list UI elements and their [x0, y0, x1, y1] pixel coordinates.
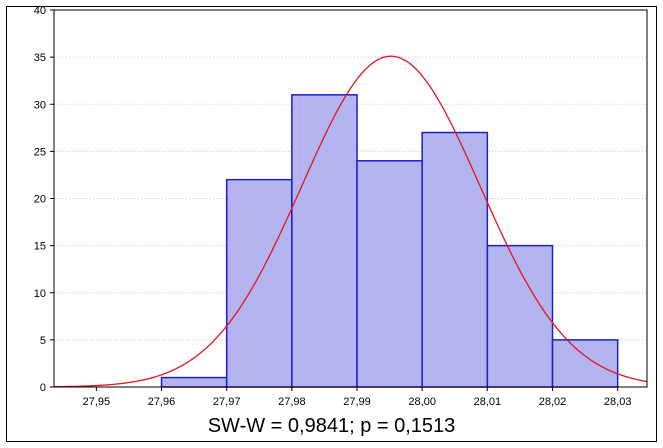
y-tick-label-7: 35	[34, 52, 46, 64]
x-tick-label-1: 27,96	[148, 396, 176, 408]
histogram-bars	[160, 94, 619, 388]
x-tick-label-8: 28,03	[604, 396, 632, 408]
histogram-bar-5	[486, 244, 554, 388]
x-tick-label-7: 28,02	[539, 396, 567, 408]
histogram-bar-1	[225, 178, 293, 388]
x-tick-label-0: 27,95	[83, 396, 111, 408]
chart-frame: 0 5 10 15 20 25 30 35 40 27,95 27,96 27,97 27,98 27,…	[6, 6, 657, 442]
y-tick-label-1: 5	[40, 335, 46, 347]
chart-caption: SW-W = 0,9841; p = 0,1513	[207, 415, 456, 437]
x-tick-label-4: 27,99	[343, 396, 371, 408]
histogram-bar-2	[291, 94, 358, 388]
y-axis-ticks: 0 5 10 15 20 25 30 35 40	[34, 7, 54, 394]
histogram-bar-0	[160, 376, 228, 388]
x-tick-label-3: 27,98	[278, 396, 306, 408]
x-tick-label-2: 27,97	[213, 396, 241, 408]
histogram-bar-3	[356, 160, 423, 388]
x-tick-label-5: 28,00	[408, 396, 436, 408]
y-tick-label-3: 15	[34, 241, 46, 253]
x-tick-label-6: 28,01	[474, 396, 502, 408]
histogram-bar-4	[421, 131, 489, 388]
y-tick-label-0: 0	[40, 382, 46, 394]
y-tick-label-6: 30	[34, 99, 46, 111]
y-tick-label-2: 10	[34, 288, 46, 300]
histogram-bar-6	[551, 339, 619, 388]
normal-curve	[53, 55, 648, 388]
y-tick-label-8: 40	[34, 7, 46, 17]
x-axis-ticks: 27,95 27,96 27,97 27,98 27,99 28,00 28,01 28,02…	[83, 387, 632, 408]
y-tick-label-4: 20	[34, 194, 46, 206]
y-tick-label-5: 25	[34, 146, 46, 158]
normal-curve-layer	[53, 55, 648, 388]
